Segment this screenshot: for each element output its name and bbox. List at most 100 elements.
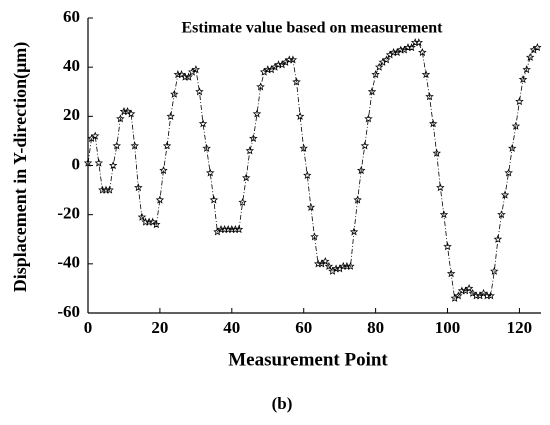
point-marker [486, 291, 495, 300]
point-marker [500, 190, 510, 199]
point-marker [443, 242, 452, 251]
point-marker [475, 291, 485, 300]
point-marker [94, 158, 104, 167]
point-marker [184, 72, 193, 81]
point-marker [432, 148, 442, 157]
point-marker [116, 114, 125, 123]
x-tick-label: 40 [223, 318, 240, 337]
point-marker [188, 67, 197, 76]
point-marker [303, 170, 312, 179]
point-marker [202, 143, 211, 152]
x-axis-label: Measurement Point [228, 349, 388, 370]
point-marker [489, 266, 499, 275]
y-tick-label: -20 [57, 204, 80, 223]
point-marker [396, 45, 406, 54]
point-marker [166, 111, 175, 120]
point-marker [295, 111, 305, 120]
point-marker [242, 173, 251, 182]
point-marker [371, 70, 380, 79]
point-marker [277, 60, 287, 69]
point-marker [522, 65, 531, 74]
y-tick-label: -40 [57, 253, 80, 272]
point-marker [259, 67, 269, 76]
point-marker [152, 220, 161, 229]
point-marker [87, 134, 96, 143]
point-marker [137, 212, 147, 221]
point-marker [162, 141, 172, 150]
point-marker [83, 158, 93, 167]
point-marker [493, 234, 503, 243]
y-tick-label: 0 [72, 154, 81, 173]
point-marker [285, 55, 294, 64]
point-marker [324, 261, 334, 270]
point-marker [252, 109, 262, 118]
x-tick-label: 100 [435, 318, 461, 337]
point-marker [400, 45, 409, 54]
point-marker [349, 227, 359, 236]
point-marker [360, 141, 370, 150]
point-marker [446, 269, 456, 278]
x-tick-label: 80 [367, 318, 384, 337]
point-marker [231, 224, 240, 234]
point-marker [91, 131, 100, 140]
point-marker [356, 165, 366, 175]
point-marker [195, 87, 204, 96]
point-marker [374, 62, 384, 71]
point-marker [364, 114, 373, 123]
point-marker [504, 168, 513, 177]
caption: (b) [272, 394, 293, 413]
x-tick-label: 0 [84, 318, 93, 337]
point-marker [335, 264, 344, 273]
point-marker [245, 146, 255, 155]
point-marker [134, 183, 143, 192]
y-tick-label: -60 [57, 302, 80, 321]
point-marker [418, 47, 427, 57]
point-marker [306, 202, 316, 211]
point-marker [525, 52, 535, 61]
point-marker [130, 141, 140, 150]
point-marker [407, 43, 416, 52]
point-marker [346, 261, 355, 270]
point-marker [234, 224, 244, 234]
point-marker [292, 77, 301, 86]
point-marker [428, 119, 438, 128]
point-marker [310, 232, 319, 241]
point-marker [436, 183, 445, 192]
point-marker [425, 92, 434, 101]
point-marker [515, 97, 524, 106]
point-marker [421, 70, 431, 79]
point-marker [367, 87, 377, 96]
point-marker [198, 119, 208, 128]
x-tick-label: 60 [295, 318, 312, 337]
y-tick-label: 20 [63, 105, 80, 124]
point-marker [238, 197, 247, 206]
point-marker [281, 57, 291, 66]
point-marker [191, 65, 201, 74]
point-marker [468, 288, 477, 297]
point-marker [256, 82, 265, 91]
x-tick-label: 20 [151, 318, 168, 337]
point-marker [270, 62, 280, 71]
point-marker [112, 141, 122, 150]
point-marker [213, 227, 222, 236]
point-marker [108, 161, 118, 170]
point-marker [457, 286, 467, 295]
point-marker [518, 75, 528, 84]
point-marker [267, 65, 276, 74]
point-marker [353, 195, 362, 204]
point-marker [382, 55, 391, 64]
chart-title: Estimate value based on measurement [181, 20, 443, 37]
point-marker [450, 293, 459, 302]
point-marker [105, 185, 114, 194]
y-tick-label: 40 [63, 56, 80, 75]
point-marker [410, 38, 420, 47]
point-marker [321, 256, 330, 265]
y-tick-label: 60 [63, 7, 80, 26]
point-marker [159, 165, 168, 175]
point-marker [148, 217, 157, 226]
point-marker [378, 57, 387, 66]
point-marker [464, 283, 474, 293]
point-marker [439, 210, 449, 219]
point-marker [482, 291, 492, 300]
